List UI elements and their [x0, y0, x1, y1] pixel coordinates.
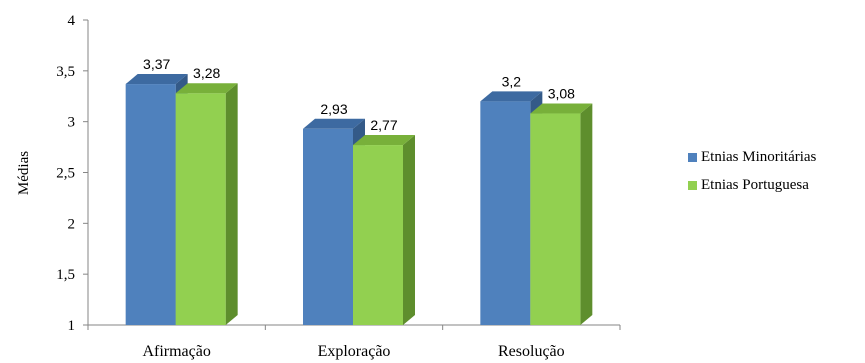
x-ticks: Afirmação Exploração Resolução: [87, 325, 621, 360]
bar-side-face: [580, 103, 593, 326]
bar-top-face: [530, 103, 593, 114]
bar: [125, 84, 176, 325]
legend-label-portuguesa: Etnias Portuguesa: [701, 176, 809, 193]
y-tick-label: 1,5: [56, 267, 75, 283]
legend-swatch-minoritarias: [688, 152, 697, 162]
data-label: 3,2: [502, 73, 522, 89]
bar-top-face: [480, 91, 543, 102]
y-axis-label: Médias: [16, 151, 32, 195]
bar: [530, 113, 581, 326]
bar: [175, 93, 226, 325]
y-tick-label: 3: [68, 115, 76, 131]
bars: [125, 74, 593, 326]
legend-item-portuguesa: Etnias Portuguesa: [688, 174, 816, 196]
bar: [303, 128, 353, 325]
bar-side-face: [403, 135, 415, 325]
data-labels: 3,37 3,28 2,93 2,77 3,2 3,08: [143, 56, 575, 133]
x-category-label: Afirmação: [142, 343, 210, 360]
legend-label-minoritarias: Etnias Minoritárias: [701, 148, 817, 165]
y-tick-label: 2: [68, 216, 76, 232]
y-ticks: 1 1,5 2 2,5 3 3,5 4: [56, 13, 88, 334]
data-label: 3,08: [548, 86, 575, 102]
y-tick-label: 1: [68, 318, 76, 334]
legend-item-minoritarias: Etnias Minoritárias: [688, 146, 816, 168]
bar-top-face: [175, 83, 238, 94]
bar: [480, 101, 531, 325]
bar: [353, 145, 403, 325]
bar-side-face: [225, 83, 238, 325]
x-category-label: Resolução: [498, 343, 565, 360]
y-tick-label: 4: [68, 13, 76, 29]
y-tick-label: 3,5: [56, 64, 75, 80]
legend-swatch-portuguesa: [688, 180, 697, 190]
bar-top-face: [303, 118, 365, 129]
data-label: 2,93: [320, 101, 347, 117]
data-label: 3,37: [143, 56, 170, 72]
legend: Etnias Minoritárias Etnias Portuguesa: [688, 146, 816, 202]
x-category-label: Exploração: [318, 343, 391, 360]
data-label: 2,77: [370, 117, 397, 133]
bar-top-face: [125, 74, 188, 85]
data-label: 3,28: [193, 65, 220, 81]
bar-top-face: [353, 135, 415, 146]
y-tick-label: 2,5: [56, 166, 75, 182]
